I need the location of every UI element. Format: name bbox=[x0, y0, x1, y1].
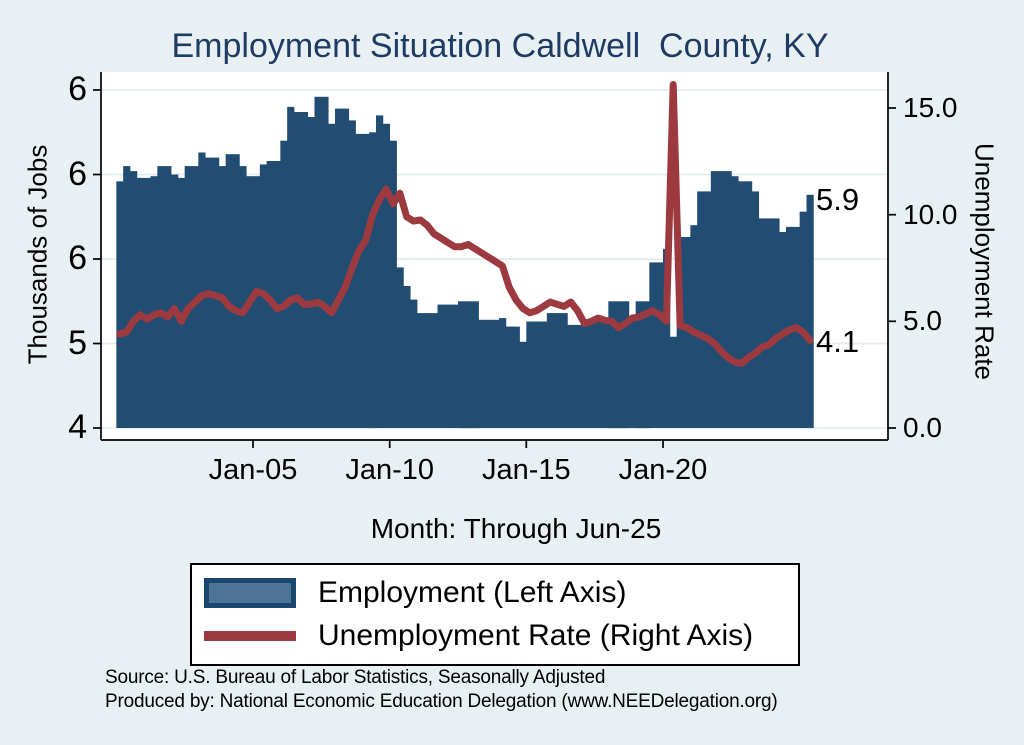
source-note: Source: U.S. Bureau of Labor Statistics,… bbox=[105, 666, 778, 714]
unemployment-line-swatch bbox=[204, 631, 296, 642]
left-axis-tick-label: 6 bbox=[68, 239, 87, 277]
legend-item-employment: Employment (Left Axis) bbox=[204, 576, 786, 610]
x-axis-tick-label: Jan-10 bbox=[345, 454, 434, 486]
employment-last-value-label: 5.9 bbox=[816, 182, 860, 217]
right-axis-tick-label: 10.0 bbox=[903, 198, 958, 230]
legend-label-employment: Employment (Left Axis) bbox=[318, 575, 627, 609]
right-axis-tick-label: 0.0 bbox=[903, 412, 942, 443]
legend-item-unemployment: Unemployment Rate (Right Axis) bbox=[204, 619, 786, 653]
employment-bar-swatch bbox=[204, 577, 296, 608]
legend-label-unemployment: Unemployment Rate (Right Axis) bbox=[318, 619, 754, 653]
x-axis-title: Month: Through Jun-25 bbox=[370, 513, 662, 544]
left-axis-tick-label: 6 bbox=[68, 154, 87, 193]
legend: Employment (Left Axis) Unemployment Rate… bbox=[190, 563, 800, 666]
x-axis-tick-label: Jan-15 bbox=[481, 454, 571, 486]
right-axis-tick-label: 15.0 bbox=[903, 92, 958, 123]
x-axis-tick-label: Jan-05 bbox=[208, 454, 298, 486]
x-axis-tick-label: Jan-20 bbox=[618, 454, 708, 486]
chart-title: Employment Situation Caldwell County, KY bbox=[171, 27, 829, 65]
source-line-2: Produced by: National Economic Education… bbox=[105, 691, 778, 712]
left-axis-title: Thousands of Jobs bbox=[22, 144, 53, 365]
right-axis-title: Unemployment Rate bbox=[969, 143, 1000, 380]
source-line-1: Source: U.S. Bureau of Labor Statistics,… bbox=[105, 667, 606, 688]
unemployment-last-value-label: 4.1 bbox=[816, 324, 860, 359]
left-axis-tick-label: 6 bbox=[68, 70, 87, 108]
left-axis-tick-label: 5 bbox=[68, 323, 87, 362]
right-axis-tick-label: 5.0 bbox=[903, 305, 942, 337]
left-axis-tick-label: 4 bbox=[68, 408, 87, 446]
